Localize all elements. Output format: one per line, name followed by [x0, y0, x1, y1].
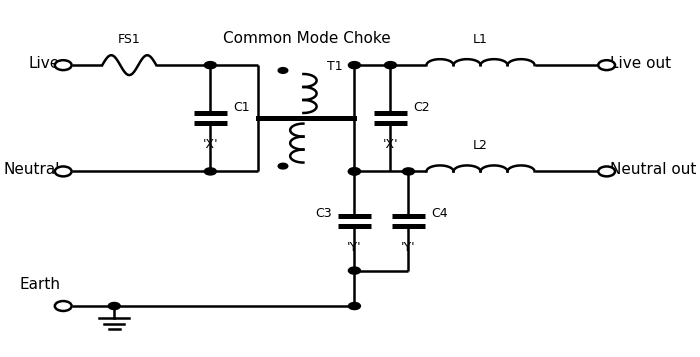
Circle shape — [384, 62, 396, 69]
Text: Live out: Live out — [610, 56, 671, 71]
Text: C4: C4 — [431, 207, 447, 220]
Text: Neutral: Neutral — [4, 162, 60, 177]
Circle shape — [204, 168, 216, 175]
Text: C1: C1 — [233, 101, 249, 114]
Text: L2: L2 — [473, 139, 488, 152]
Circle shape — [598, 60, 615, 70]
Circle shape — [349, 302, 361, 310]
Circle shape — [108, 302, 120, 310]
Text: FS1: FS1 — [118, 33, 141, 46]
Circle shape — [349, 62, 361, 69]
Text: Earth: Earth — [19, 277, 60, 292]
Circle shape — [349, 168, 361, 175]
Circle shape — [349, 168, 361, 175]
Circle shape — [278, 67, 288, 73]
Circle shape — [402, 168, 414, 175]
Circle shape — [55, 60, 71, 70]
Text: Common Mode Choke: Common Mode Choke — [223, 31, 391, 46]
Text: T1: T1 — [328, 60, 343, 73]
Circle shape — [278, 163, 288, 169]
Text: Live: Live — [29, 56, 60, 71]
Text: C2: C2 — [413, 101, 430, 114]
Text: C3: C3 — [315, 207, 332, 220]
Circle shape — [55, 166, 71, 176]
Circle shape — [204, 62, 216, 69]
Circle shape — [349, 267, 361, 274]
Text: 'X': 'X' — [202, 139, 218, 151]
Text: 'Y': 'Y' — [401, 241, 416, 254]
Text: 'X': 'X' — [383, 139, 398, 151]
Circle shape — [55, 301, 71, 311]
Text: 'Y': 'Y' — [347, 241, 362, 254]
Circle shape — [598, 166, 615, 176]
Text: Neutral out: Neutral out — [610, 162, 696, 177]
Text: L1: L1 — [473, 33, 488, 46]
